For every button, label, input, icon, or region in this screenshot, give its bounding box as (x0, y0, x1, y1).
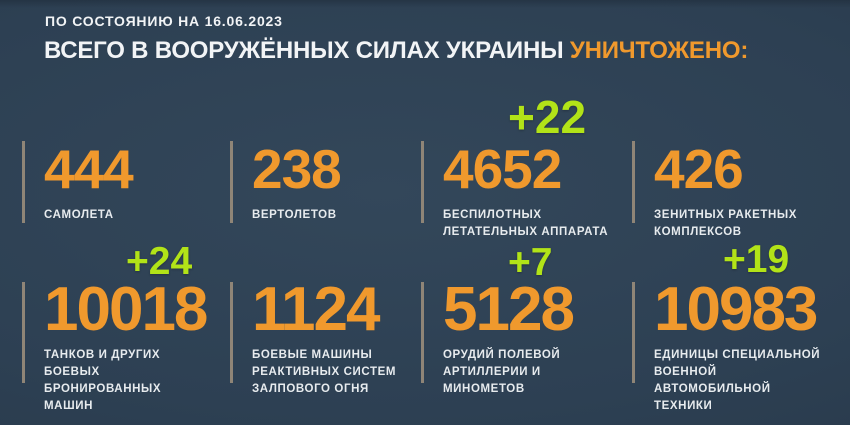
stat-helicopters: 238 ВЕРТОЛЕТОВ (230, 141, 398, 223)
stat-mlrs: 1124 БОЕВЫЕ МАШИНЫ РЕАКТИВНЫХ СИСТЕМ ЗАЛ… (230, 275, 398, 395)
stat-aircraft: 444 САМОЛЕТА (22, 141, 208, 223)
stat-artillery: +7 5128 ОРУДИЙ ПОЛЕВОЙ АРТИЛЛЕРИИ И МИНО… (421, 243, 613, 395)
title-main-text: ВСЕГО В ВООРУЖЁННЫХ СИЛАХ УКРАИНЫ (44, 37, 564, 64)
stat-uav: +22 4652 БЕСПИЛОТНЫХ ЛЕТАТЕЛЬНЫХ АППАРАТ… (421, 94, 613, 238)
stat-label: ЕДИНИЦЫ СПЕЦИАЛЬНОЙ ВОЕННОЙ АВТОМОБИЛЬНО… (654, 349, 821, 412)
stat-label: ТАНКОВ И ДРУГИХ БОЕВЫХ БРОНИРОВАННЫХ МАШ… (44, 349, 162, 412)
stat-value: 238 (252, 138, 342, 200)
stat-delta: +24 (126, 240, 193, 283)
stat-label: БЕСПИЛОТНЫХ ЛЕТАТЕЛЬНЫХ АППАРАТА (443, 209, 609, 238)
page-title: ВСЕГО В ВООРУЖЁННЫХ СИЛАХ УКРАИНЫ УНИЧТО… (44, 37, 748, 65)
stat-label: ОРУДИЙ ПОЛЕВОЙ АРТИЛЛЕРИИ И МИНОМЕТОВ (443, 349, 561, 395)
stat-air-defense: 426 ЗЕНИТНЫХ РАКЕТНЫХ КОМПЛЕКСОВ (632, 138, 835, 238)
stat-delta: +19 (723, 238, 790, 281)
stat-label: ВЕРТОЛЕТОВ (252, 209, 337, 221)
stat-delta: +7 (508, 241, 553, 284)
stat-label: САМОЛЕТА (44, 209, 114, 221)
stat-delta: +22 (508, 91, 587, 143)
stat-value: 5128 (443, 275, 575, 344)
date-line: ПО СОСТОЯНИЮ НА 16.06.2023 (45, 13, 283, 29)
stat-label: ЗЕНИТНЫХ РАКЕТНЫХ КОМПЛЕКСОВ (654, 209, 798, 238)
stat-vehicles: +19 10983 ЕДИНИЦЫ СПЕЦИАЛЬНОЙ ВОЕННОЙ АВ… (632, 240, 835, 412)
stat-value: 1124 (252, 275, 381, 344)
title-accent-text: УНИЧТОЖЕНО: (569, 37, 749, 64)
stat-value: 4652 (443, 138, 562, 200)
stat-value: 426 (654, 138, 744, 200)
stat-value: 10983 (654, 275, 818, 344)
stat-label: БОЕВЫЕ МАШИНЫ РЕАКТИВНЫХ СИСТЕМ ЗАЛПОВОГ… (252, 349, 397, 395)
stat-value: 10018 (44, 275, 208, 344)
stat-tanks: +24 10018 ТАНКОВ И ДРУГИХ БОЕВЫХ БРОНИРО… (22, 242, 208, 412)
stat-value: 444 (44, 138, 134, 200)
